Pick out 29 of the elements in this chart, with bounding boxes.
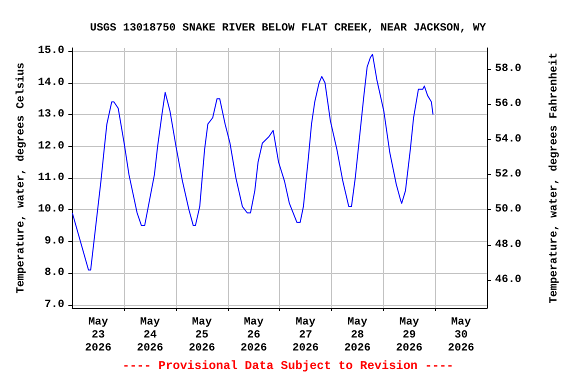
y-tick-label: 13.0 bbox=[38, 108, 64, 121]
y2-tick-label: 54.0 bbox=[495, 133, 522, 146]
x-tick-label: May 24 2026 bbox=[136, 316, 164, 354]
y-tick-label: 14.0 bbox=[38, 76, 64, 89]
x-tick-label: May 28 2026 bbox=[344, 316, 371, 354]
x-tick-label: May 27 2026 bbox=[292, 316, 319, 354]
x-tick-label: May 23 2026 bbox=[85, 316, 112, 354]
text: ---- Provisional Data Subject to Revision ---- bbox=[122, 359, 454, 373]
y2-tick-label: 46.0 bbox=[495, 274, 522, 286]
x-tick-label: May 29 2026 bbox=[396, 316, 422, 354]
y-tick-label: 8.0 bbox=[44, 267, 64, 280]
y2-tick-label: 58.0 bbox=[495, 63, 522, 76]
y-axis-title: Temperature, water, degrees Celsius bbox=[16, 62, 28, 294]
y2-tick-label: 56.0 bbox=[495, 98, 522, 110]
x-tick-label: May 30 2026 bbox=[448, 316, 474, 354]
y-tick-label: 10.0 bbox=[38, 204, 64, 216]
y-tick-label: 11.0 bbox=[38, 172, 64, 184]
y-tick-label: 12.0 bbox=[38, 140, 64, 152]
line-series bbox=[72, 54, 434, 270]
y2-tick-label: 52.0 bbox=[495, 168, 522, 180]
y2-axis-title: Temperature, water, degrees Fahrenheit bbox=[548, 52, 560, 304]
x-tick-label: May 26 2026 bbox=[240, 316, 267, 354]
chart-title: USGS 13018750 SNAKE RIVER BELOW FLAT CREEK, NEAR JACKSON, WY bbox=[90, 22, 486, 34]
y-tick-label: 7.0 bbox=[44, 298, 64, 311]
y2-tick-label: 48.0 bbox=[495, 238, 522, 251]
y-tick-label: 9.0 bbox=[44, 235, 64, 248]
y-tick-label: 15.0 bbox=[38, 45, 64, 58]
y2-tick-label: 50.0 bbox=[495, 204, 522, 216]
x-tick-label: May 25 2026 bbox=[188, 316, 216, 354]
